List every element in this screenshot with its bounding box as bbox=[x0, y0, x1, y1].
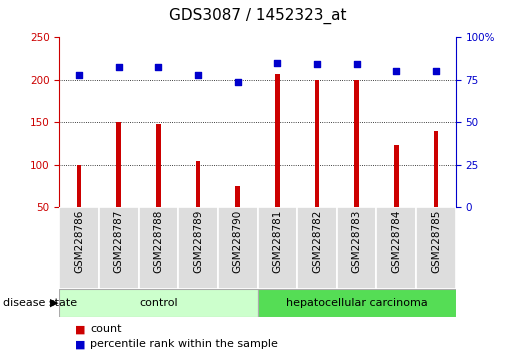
Bar bbox=[196, 161, 200, 207]
Bar bbox=[337, 207, 376, 289]
Point bbox=[114, 64, 123, 70]
Bar bbox=[59, 289, 258, 317]
Bar bbox=[354, 80, 359, 207]
Text: GSM228784: GSM228784 bbox=[391, 210, 401, 273]
Text: control: control bbox=[139, 298, 178, 308]
Point bbox=[313, 62, 321, 67]
Bar bbox=[275, 74, 280, 207]
Point bbox=[432, 68, 440, 74]
Bar bbox=[434, 131, 438, 207]
Bar bbox=[258, 289, 456, 317]
Bar bbox=[139, 207, 178, 289]
Bar bbox=[258, 207, 297, 289]
Point bbox=[392, 68, 401, 74]
Text: GSM228782: GSM228782 bbox=[312, 210, 322, 273]
Bar bbox=[394, 145, 399, 207]
Text: GSM228785: GSM228785 bbox=[431, 210, 441, 273]
Text: GDS3087 / 1452323_at: GDS3087 / 1452323_at bbox=[169, 8, 346, 24]
Text: percentile rank within the sample: percentile rank within the sample bbox=[90, 339, 278, 349]
Point bbox=[233, 79, 242, 85]
Bar bbox=[59, 207, 99, 289]
Text: hepatocellular carcinoma: hepatocellular carcinoma bbox=[286, 298, 427, 308]
Text: GSM228786: GSM228786 bbox=[74, 210, 84, 273]
Text: GSM228790: GSM228790 bbox=[233, 210, 243, 273]
Text: ■: ■ bbox=[75, 324, 85, 334]
Point bbox=[75, 73, 83, 78]
Text: count: count bbox=[90, 324, 122, 334]
Point bbox=[154, 64, 162, 70]
Point bbox=[273, 60, 281, 65]
Text: GSM228783: GSM228783 bbox=[352, 210, 362, 273]
Bar bbox=[116, 122, 121, 207]
Text: GSM228787: GSM228787 bbox=[114, 210, 124, 273]
Bar bbox=[376, 207, 416, 289]
Bar bbox=[218, 207, 258, 289]
Bar bbox=[99, 207, 139, 289]
Text: disease state: disease state bbox=[3, 298, 77, 308]
Bar bbox=[235, 186, 240, 207]
Point bbox=[352, 62, 360, 67]
Bar bbox=[416, 207, 456, 289]
Text: GSM228789: GSM228789 bbox=[193, 210, 203, 273]
Text: ■: ■ bbox=[75, 339, 85, 349]
Bar bbox=[156, 124, 161, 207]
Bar bbox=[77, 165, 81, 207]
Text: ▶: ▶ bbox=[50, 298, 59, 308]
Text: GSM228788: GSM228788 bbox=[153, 210, 163, 273]
Point bbox=[194, 72, 202, 78]
Bar bbox=[178, 207, 218, 289]
Bar bbox=[315, 80, 319, 207]
Bar bbox=[297, 207, 337, 289]
Text: GSM228781: GSM228781 bbox=[272, 210, 282, 273]
